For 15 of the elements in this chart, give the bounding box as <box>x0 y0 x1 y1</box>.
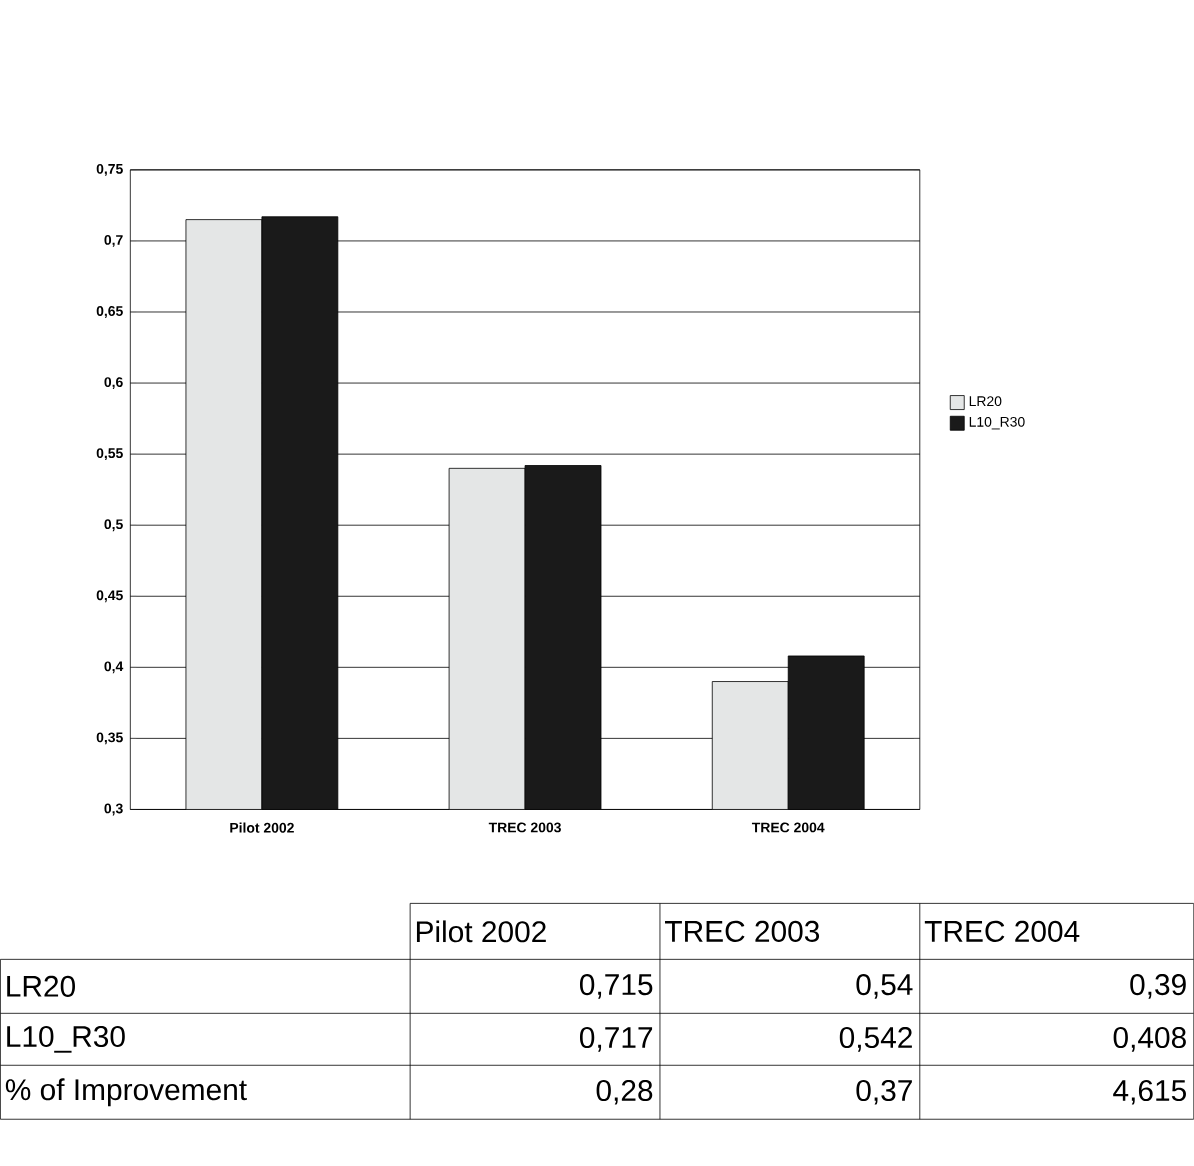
text: 0,39 <box>1130 974 1186 1000</box>
text: 0,37 <box>856 1080 912 1105</box>
text: 0,28 <box>596 1080 653 1105</box>
text: 0,715 <box>579 974 653 1000</box>
category-label: TREC 2003 <box>665 921 820 943</box>
text: 0,717 <box>579 1027 653 1052</box>
text: L10_R30 <box>7 1026 125 1054</box>
text: 0,408 <box>1113 1027 1186 1052</box>
text: 4,615 <box>1113 1080 1186 1105</box>
text: 0,542 <box>839 1027 912 1052</box>
text: 0,54 <box>856 974 913 1000</box>
category-label: Pilot 2002 <box>416 920 546 943</box>
text: % of Improvement <box>5 1078 247 1107</box>
category-label: TREC 2004 <box>924 921 1080 943</box>
text: LR20 <box>7 976 75 998</box>
